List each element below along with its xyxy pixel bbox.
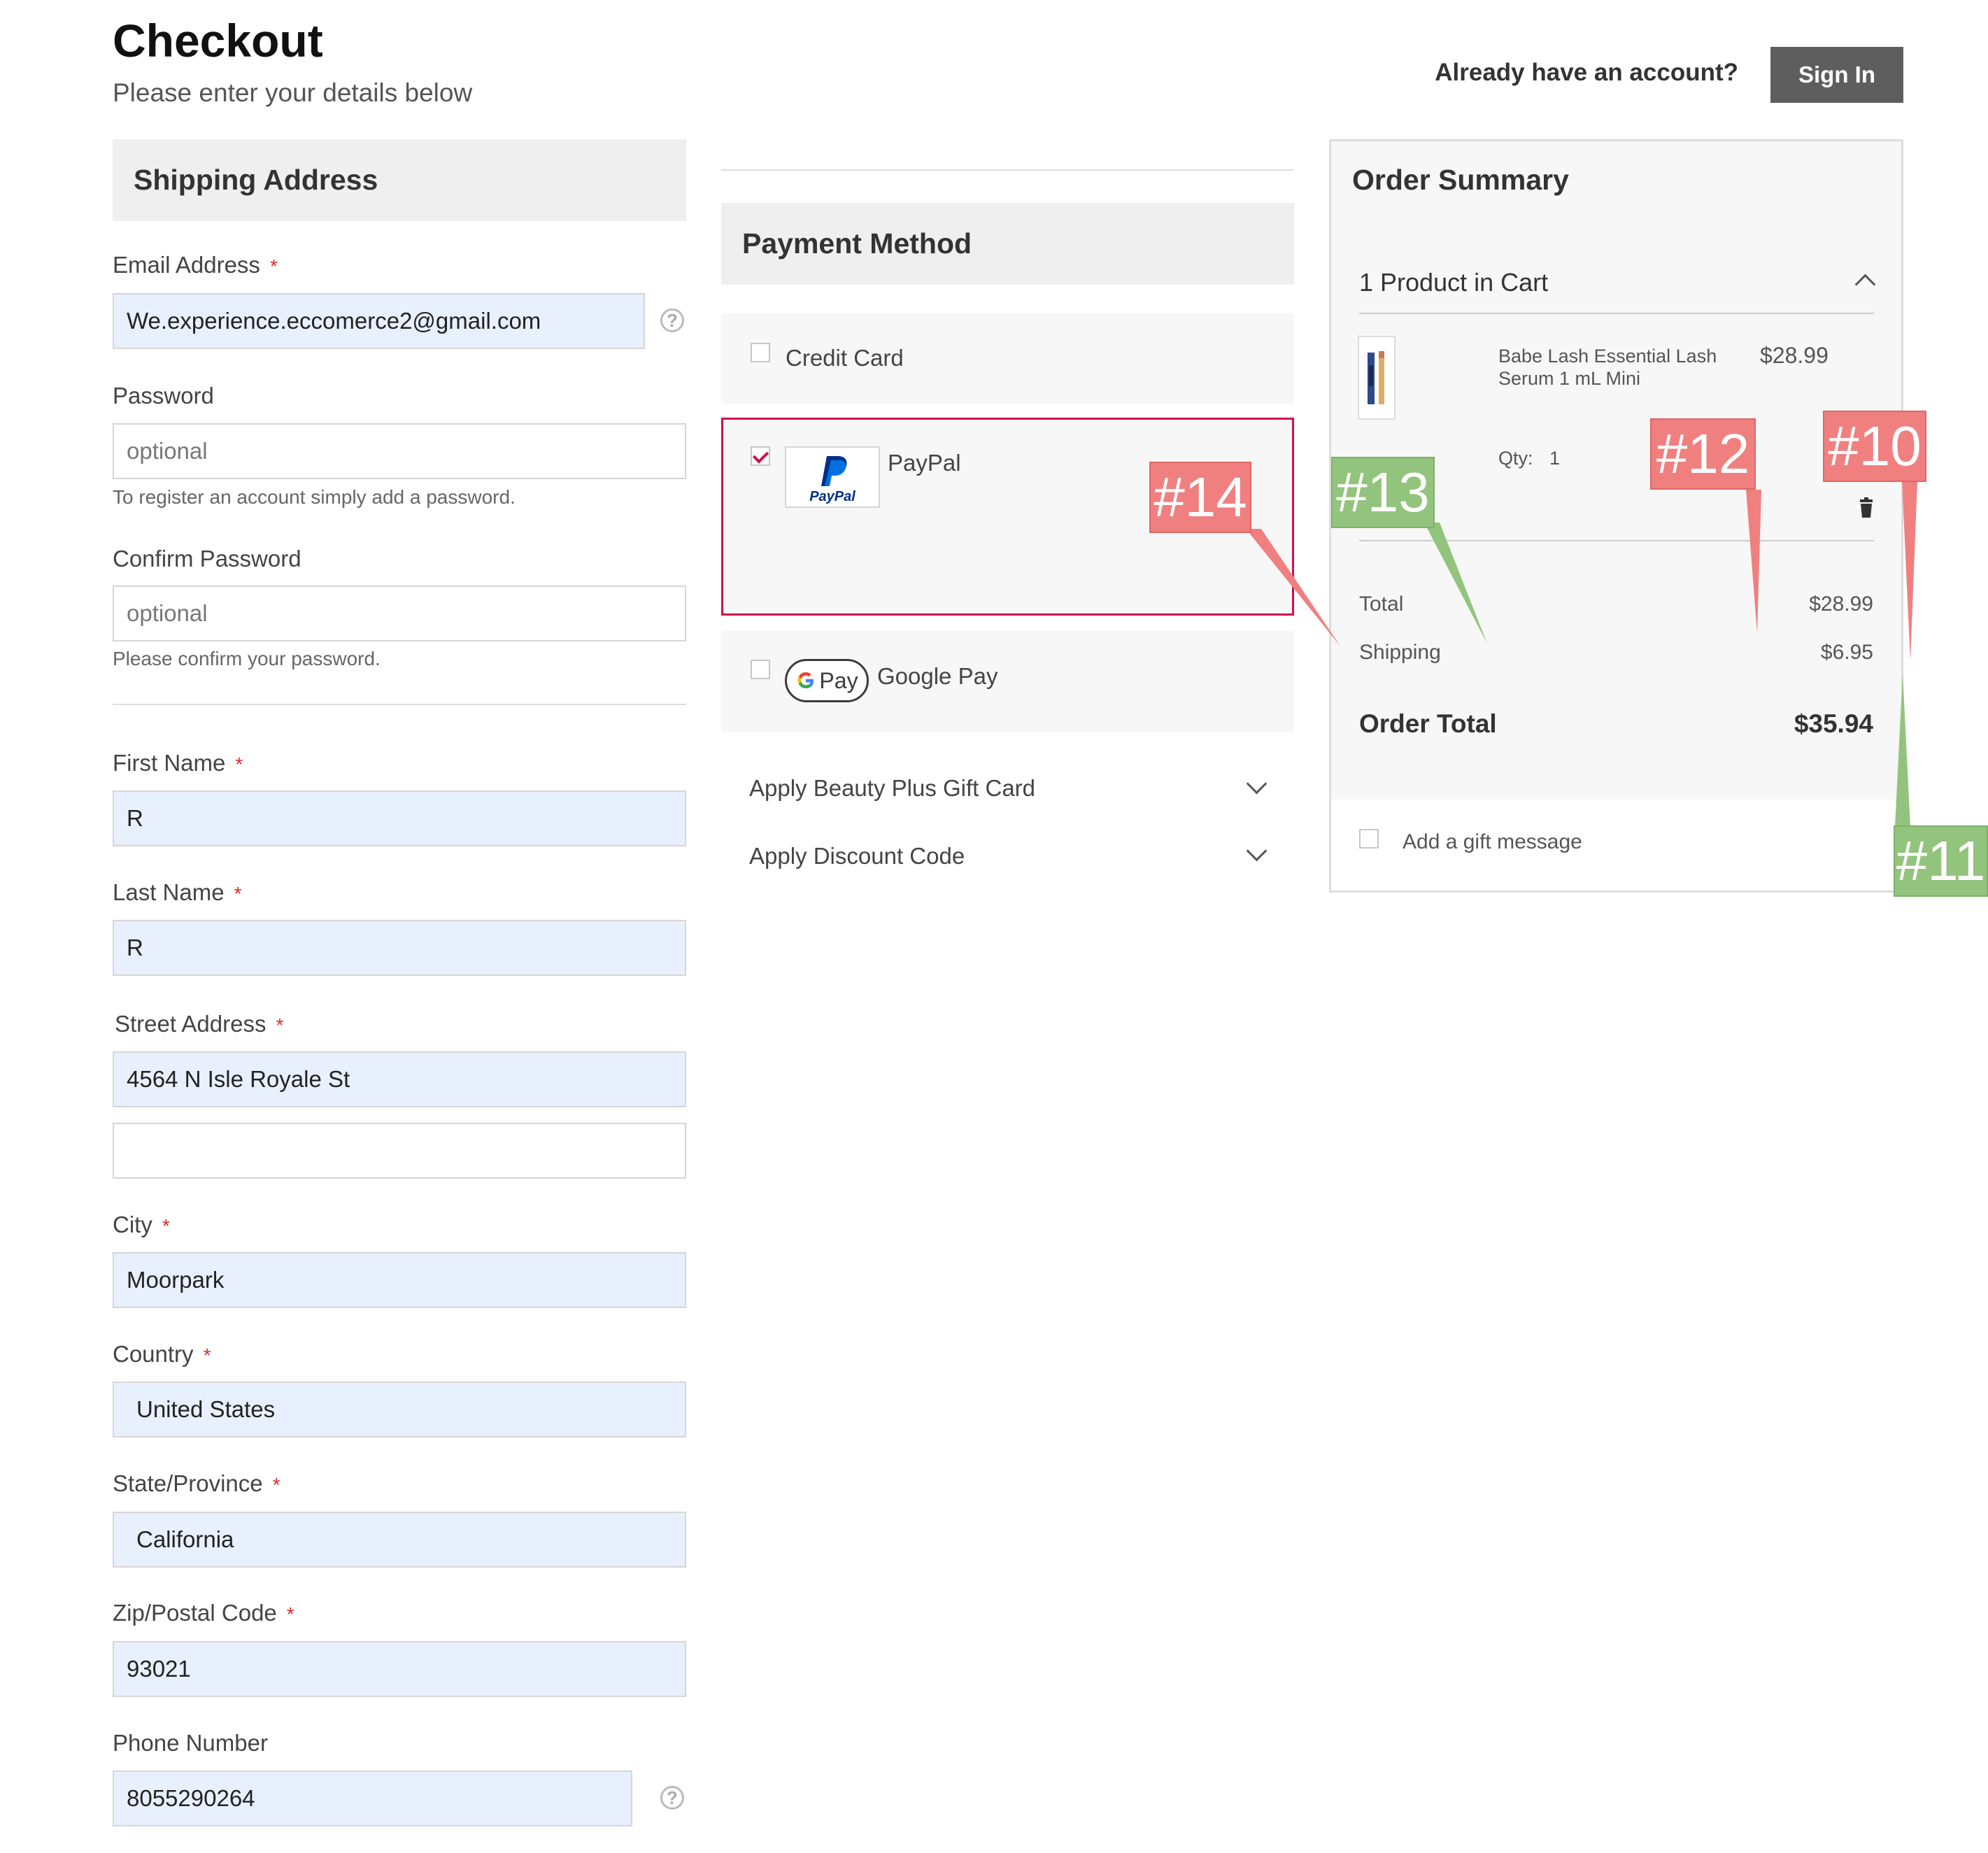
google-g-icon [798,672,814,688]
google-pay-checkbox[interactable] [751,660,770,679]
callout-14-pointer [1246,529,1341,647]
qty-label: Qty: [1498,448,1533,469]
callout-13: #13 [1331,457,1435,528]
callout-12: #12 [1650,418,1756,490]
google-pay-logo-text: Pay [819,667,858,693]
gift-message-checkbox[interactable] [1359,829,1379,849]
qty-value: 1 [1549,448,1561,469]
sign-in-button[interactable]: Sign In [1770,47,1903,103]
first-name-label: First Name * [113,750,243,776]
country-select[interactable]: United States [113,1382,686,1437]
phone-field[interactable]: 8055290264 [113,1770,632,1826]
callout-13-pointer [1424,523,1487,644]
svg-text:PayPal: PayPal [809,489,855,504]
paypal-label: PayPal [888,450,961,476]
email-field[interactable]: We.experience.eccomerce2@gmail.com [113,293,645,349]
paypal-logo: PayPal [785,446,880,508]
shipping-address-heading: Shipping Address [113,139,686,221]
street-address-line2-field[interactable] [113,1123,686,1179]
confirm-password-field[interactable]: optional [113,585,686,641]
confirm-password-hint: Please confirm your password. [113,648,381,669]
page-title: Checkout [113,15,323,66]
callout-11-pointer [1895,673,1910,827]
callout-14: #14 [1149,462,1251,533]
account-prompt: Already have an account? [1435,59,1738,86]
cart-count-toggle[interactable]: 1 Product in Cart [1359,268,1549,297]
product-name-line1: Babe Lash Essential Lash [1498,346,1717,367]
remove-item-trash-icon[interactable] [1858,497,1875,522]
first-name-field[interactable]: R [113,790,686,846]
email-label: Email Address * [113,252,278,278]
state-label: State/Province * [113,1470,281,1496]
paypal-checkbox[interactable] [751,446,770,466]
lash-serum-product-image-icon [1368,351,1384,404]
country-label: Country * [113,1341,211,1367]
payment-top-divider [721,169,1294,171]
email-help-icon[interactable]: ? [660,308,684,332]
zip-field[interactable]: 93021 [113,1641,686,1697]
product-qty: Qty: 1 [1498,448,1560,469]
order-total-label: Order Total [1359,709,1497,738]
payment-method-heading: Payment Method [721,203,1294,285]
subtotal-value: $28.99 [1809,592,1873,616]
product-price: $28.99 [1760,343,1829,368]
callout-10-pointer [1902,481,1917,661]
zip-label: Zip/Postal Code * [113,1600,294,1626]
credit-card-option[interactable] [721,313,1294,404]
confirm-password-label: Confirm Password [113,546,301,571]
google-pay-label: Google Pay [877,663,998,689]
gift-message-label[interactable]: Add a gift message [1403,830,1582,853]
city-field[interactable]: Moorpark [113,1252,686,1308]
password-hint: To register an account simply add a pass… [113,486,516,508]
discount-code-toggle[interactable]: Apply Discount Code [749,843,965,869]
subtotal-label: Total [1359,592,1404,616]
last-name-label: Last Name * [113,879,242,905]
gift-card-toggle[interactable]: Apply Beauty Plus Gift Card [749,775,1036,801]
callout-11: #11 [1894,825,1988,897]
password-field[interactable]: optional [113,423,686,479]
street-address-line1-field[interactable]: 4564 N Isle Royale St [113,1051,686,1107]
phone-help-icon[interactable]: ? [660,1786,684,1810]
totals-divider [1359,540,1874,541]
last-name-field[interactable]: R [113,920,686,976]
street-address-label: Street Address * [115,1011,284,1037]
shipping-value: $6.95 [1820,641,1873,664]
city-label: City * [113,1212,170,1237]
password-label: Password [113,383,214,409]
credit-card-label: Credit Card [786,345,904,371]
paypal-icon: PayPal [809,456,855,504]
credit-card-checkbox[interactable] [751,343,770,362]
gift-message-area [1331,800,1901,890]
cart-divider [1359,313,1874,314]
shipping-label: Shipping [1359,641,1441,664]
section-divider [113,704,686,705]
phone-label: Phone Number [113,1730,268,1756]
callout-10: #10 [1823,411,1926,482]
product-thumbnail[interactable] [1358,336,1396,420]
product-name[interactable]: Babe Lash Essential Lash Serum 1 mL Mini [1498,345,1717,390]
product-name-line2: Serum 1 mL Mini [1498,368,1641,389]
order-summary-heading: Order Summary [1352,164,1569,196]
callout-12-pointer [1746,490,1761,633]
page-subtitle: Please enter your details below [113,78,473,107]
order-total-value: $35.94 [1794,709,1873,738]
state-select[interactable]: California [113,1512,686,1568]
google-pay-logo: Pay [785,659,869,702]
